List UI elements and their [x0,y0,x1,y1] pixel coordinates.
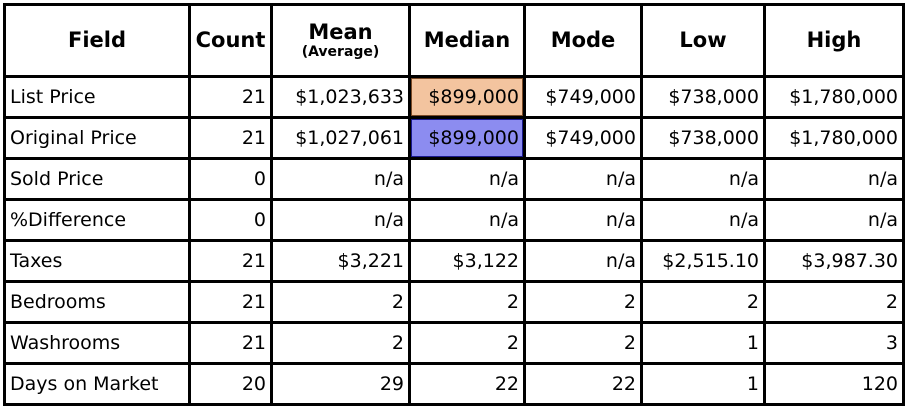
cell-washrooms-count: 21 [188,321,273,365]
table-row-original-price: Original Price 21 $1,027,061 $899,000 $7… [3,116,905,160]
cell-sold-price-median: n/a [408,157,526,201]
column-header-mode: Mode [523,3,643,78]
cell-washrooms-mode: 2 [523,321,643,365]
column-header-low: Low [640,3,766,78]
table-header-row: Field Count Mean (Average) Median Mode L… [3,3,905,78]
cell-days-on-market-low: 1 [640,362,766,406]
cell-original-price-median-highlighted[interactable]: $899,000 [408,116,526,160]
column-header-mean-label: Mean [308,19,373,44]
cell-sold-price-mean: n/a [270,157,411,201]
cell-pct-difference-high: n/a [763,198,905,242]
cell-washrooms-high: 3 [763,321,905,365]
column-header-field: Field [3,3,191,78]
cell-list-price-median-highlighted[interactable]: $899,000 [408,75,526,119]
column-header-high: High [763,3,905,78]
cell-original-price-field: Original Price [3,116,191,160]
cell-sold-price-count: 0 [188,157,273,201]
cell-sold-price-field: Sold Price [3,157,191,201]
column-header-mean: Mean (Average) [270,3,411,78]
column-header-count: Count [188,3,273,78]
cell-original-price-mode: $749,000 [523,116,643,160]
cell-original-price-mean: $1,027,061 [270,116,411,160]
cell-list-price-mean: $1,023,633 [270,75,411,119]
cell-bedrooms-mean: 2 [270,280,411,324]
cell-taxes-median: $3,122 [408,239,526,283]
cell-sold-price-mode: n/a [523,157,643,201]
cell-days-on-market-field: Days on Market [3,362,191,406]
cell-bedrooms-count: 21 [188,280,273,324]
cell-pct-difference-field: %Difference [3,198,191,242]
table-row-sold-price: Sold Price 0 n/a n/a n/a n/a n/a [3,157,905,201]
cell-bedrooms-field: Bedrooms [3,280,191,324]
cell-washrooms-mean: 2 [270,321,411,365]
cell-days-on-market-mode: 22 [523,362,643,406]
cell-bedrooms-median: 2 [408,280,526,324]
cell-days-on-market-mean: 29 [270,362,411,406]
cell-washrooms-median: 2 [408,321,526,365]
cell-sold-price-low: n/a [640,157,766,201]
cell-days-on-market-count: 20 [188,362,273,406]
column-header-median: Median [408,3,526,78]
cell-bedrooms-mode: 2 [523,280,643,324]
cell-pct-difference-mode: n/a [523,198,643,242]
cell-original-price-high: $1,780,000 [763,116,905,160]
cell-taxes-low: $2,515.10 [640,239,766,283]
column-header-mean-sublabel: (Average) [301,43,380,60]
cell-taxes-count: 21 [188,239,273,283]
cell-list-price-low: $738,000 [640,75,766,119]
cell-taxes-mean: $3,221 [270,239,411,283]
cell-washrooms-field: Washrooms [3,321,191,365]
cell-taxes-mode: n/a [523,239,643,283]
table-row-days-on-market: Days on Market 20 29 22 22 1 120 [3,362,905,406]
cell-taxes-high: $3,987.30 [763,239,905,283]
statistics-table: Field Count Mean (Average) Median Mode L… [3,3,905,406]
cell-bedrooms-high: 2 [763,280,905,324]
cell-taxes-field: Taxes [3,239,191,283]
table-row-list-price: List Price 21 $1,023,633 $899,000 $749,0… [3,75,905,119]
cell-days-on-market-median: 22 [408,362,526,406]
cell-days-on-market-high: 120 [763,362,905,406]
table-row-pct-difference: %Difference 0 n/a n/a n/a n/a n/a [3,198,905,242]
cell-bedrooms-low: 2 [640,280,766,324]
cell-original-price-low: $738,000 [640,116,766,160]
cell-pct-difference-count: 0 [188,198,273,242]
table-row-washrooms: Washrooms 21 2 2 2 1 3 [3,321,905,365]
cell-list-price-mode: $749,000 [523,75,643,119]
cell-original-price-count: 21 [188,116,273,160]
cell-list-price-high: $1,780,000 [763,75,905,119]
cell-list-price-field: List Price [3,75,191,119]
cell-pct-difference-median: n/a [408,198,526,242]
cell-pct-difference-mean: n/a [270,198,411,242]
cell-pct-difference-low: n/a [640,198,766,242]
cell-washrooms-low: 1 [640,321,766,365]
table-row-taxes: Taxes 21 $3,221 $3,122 n/a $2,515.10 $3,… [3,239,905,283]
table-row-bedrooms: Bedrooms 21 2 2 2 2 2 [3,280,905,324]
cell-list-price-count: 21 [188,75,273,119]
cell-sold-price-high: n/a [763,157,905,201]
